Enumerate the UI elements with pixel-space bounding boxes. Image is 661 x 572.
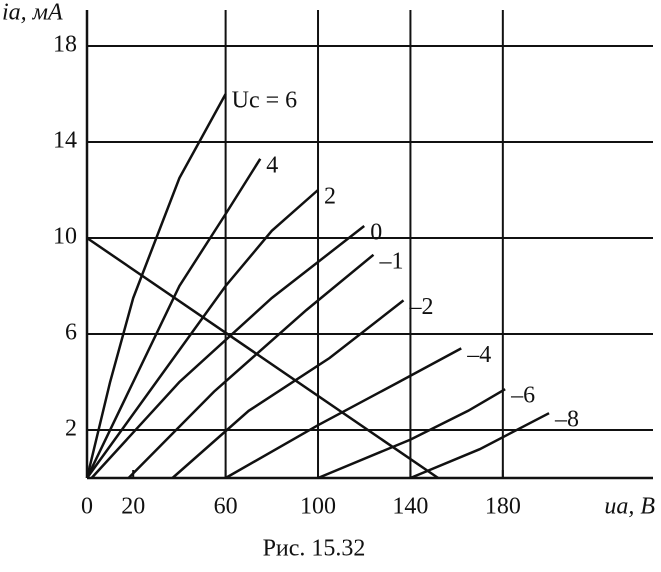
x-tick-label: 0 [81,494,93,520]
curve-label: –2 [408,294,433,320]
caption: Рис. 15.32 [263,536,366,562]
curve-label: 4 [266,152,278,178]
y-tick-label: 2 [65,416,77,442]
characteristic-curve [317,388,506,480]
y-axis-label: ia, мА [2,0,63,26]
curve-label: –8 [554,407,579,433]
characteristic-curve [90,225,365,479]
characteristic-curve [171,299,405,479]
x-tick-label: 20 [121,494,145,520]
load-line [86,236,439,480]
curve-label: –1 [378,248,403,274]
characteristic-curve [127,253,375,479]
y-tick-label: 6 [65,320,77,346]
curve-label: 2 [324,184,336,210]
x-tick-label: 100 [300,494,336,520]
characteristic-curve [85,158,262,479]
curve-label: 0 [370,220,382,246]
y-tick-label: 14 [53,128,77,154]
characteristic-curve [85,93,227,479]
x-tick-label: 140 [392,494,428,520]
y-tick-label: 18 [53,32,77,58]
y-tick-label: 10 [53,224,77,250]
characteristic-curve [409,412,550,480]
x-axis-label: uа, B [604,494,655,520]
curve-label: –6 [510,383,535,409]
characteristic-curve [224,347,462,480]
curve-label: –4 [466,342,491,368]
x-tick-label: 60 [214,494,238,520]
characteristic-curve [85,189,319,479]
curve-label: Uc = 6 [232,88,298,114]
x-tick-label: 180 [485,494,521,520]
